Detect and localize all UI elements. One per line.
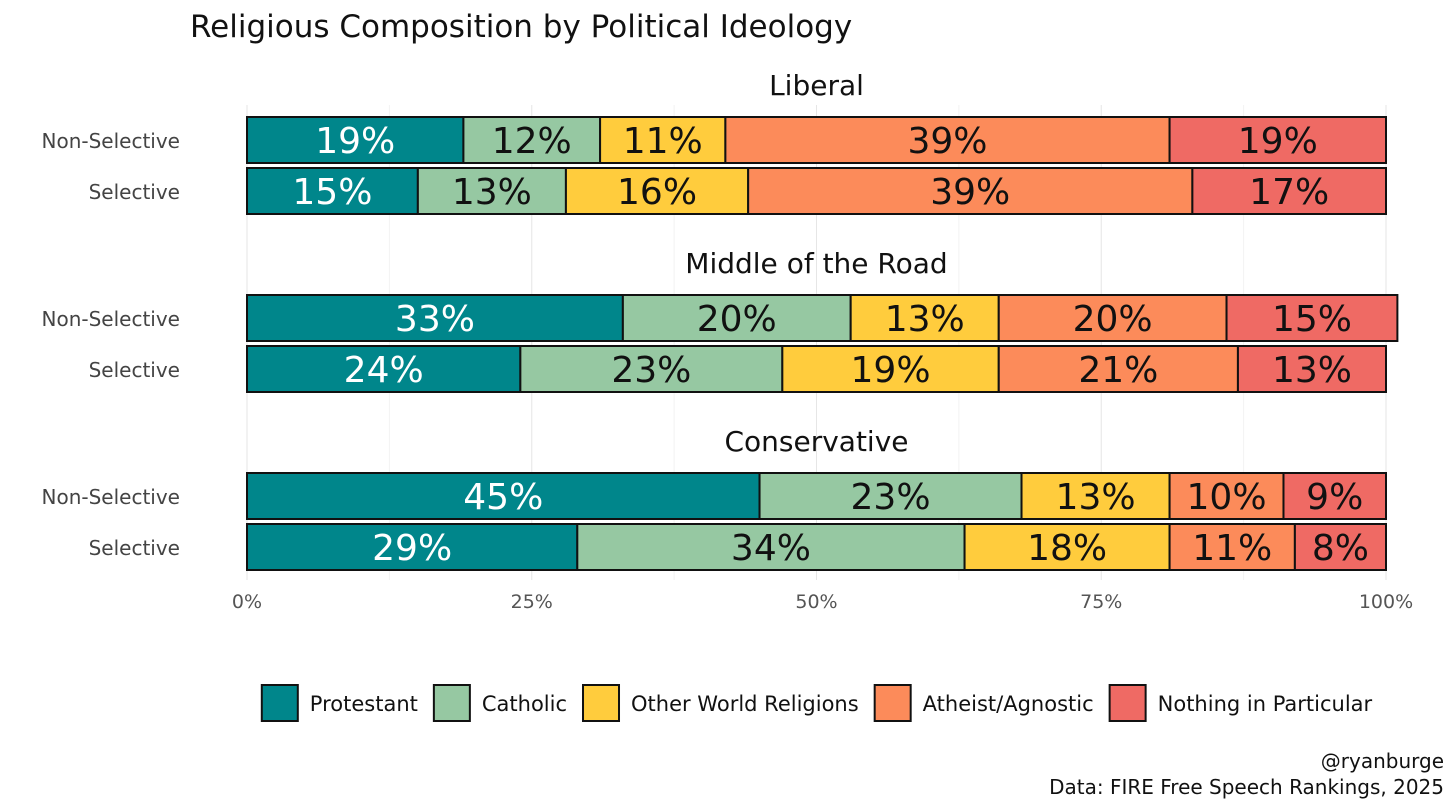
facet-middle-of-the-road: Middle of the Road Non-Selective 33% 20% 13%…	[42, 247, 1399, 393]
legend-label: Catholic	[482, 692, 567, 716]
legend-swatch	[873, 684, 912, 722]
data-label: 19%	[1238, 121, 1318, 162]
row-label: Non-Selective	[42, 129, 181, 153]
data-label: 23%	[611, 350, 691, 391]
bar-segment-catholic	[416, 167, 567, 215]
data-label: 11%	[1192, 528, 1272, 569]
x-tick-label: 75%	[1080, 591, 1122, 613]
bar-segment-atheist-agnostic	[724, 116, 1171, 164]
x-axis: 0% 25% 50% 75% 100%	[232, 591, 1413, 613]
data-label: 11%	[623, 121, 703, 162]
data-label: 23%	[851, 477, 931, 518]
data-label: 13%	[885, 299, 965, 340]
bar-segment-protestant	[246, 523, 579, 571]
bar-segment-protestant	[246, 472, 761, 520]
legend-item-protestant: Protestant	[260, 684, 418, 722]
caption-author: @ryanburge	[1321, 749, 1444, 773]
chart-title: Religious Composition by Political Ideol…	[190, 9, 852, 45]
x-tick-label: 50%	[795, 591, 837, 613]
facets: Liberal Non-Selective 19% 12% 11% 39% 19% Selec…	[42, 69, 1399, 571]
legend-label: Other World Religions	[631, 692, 859, 716]
bar-segment-nothing-in-particular	[1225, 294, 1399, 342]
data-label: 20%	[697, 299, 777, 340]
facet-label: Liberal	[769, 69, 864, 102]
data-label: 10%	[1187, 477, 1267, 518]
data-label: 8%	[1312, 528, 1369, 569]
legend-swatch	[582, 684, 621, 722]
bar-segment-catholic	[462, 116, 602, 164]
row-label: Selective	[89, 180, 180, 204]
bar-segment-other-world-religions	[599, 116, 727, 164]
data-label: 17%	[1249, 172, 1329, 213]
legend-swatch	[432, 684, 471, 722]
bar-segment-catholic	[576, 523, 966, 571]
facet-liberal: Liberal Non-Selective 19% 12% 11% 39% 19% Selec…	[42, 69, 1387, 215]
data-label: 13%	[452, 172, 532, 213]
bar-segment-atheist-agnostic	[997, 345, 1239, 393]
data-label: 34%	[731, 528, 811, 569]
data-label: 15%	[1272, 299, 1352, 340]
x-tick-label: 100%	[1359, 591, 1413, 613]
bar-segment-catholic	[519, 345, 784, 393]
bar-segment-nothing-in-particular	[1293, 523, 1388, 571]
bar-segment-other-world-religions	[1020, 472, 1171, 520]
row-label: Non-Selective	[42, 485, 181, 509]
bar-segment-protestant	[246, 294, 624, 342]
bar-segment-other-world-religions	[849, 294, 1000, 342]
bar-segment-nothing-in-particular	[1282, 472, 1387, 520]
bar-segment-atheist-agnostic	[1168, 472, 1285, 520]
legend-label: Nothing in Particular	[1158, 692, 1373, 716]
data-label: 15%	[292, 172, 372, 213]
bar-segment-nothing-in-particular	[1168, 116, 1387, 164]
bar-segment-catholic	[758, 472, 1023, 520]
caption-source: Data: FIRE Free Speech Rankings, 2025	[1049, 775, 1444, 799]
data-label: 18%	[1027, 528, 1107, 569]
data-label: 29%	[372, 528, 452, 569]
facet-label: Middle of the Road	[685, 247, 947, 280]
data-label: 13%	[1056, 477, 1136, 518]
row-label: Non-Selective	[42, 307, 181, 331]
data-label: 13%	[1272, 350, 1352, 391]
data-label: 45%	[463, 477, 543, 518]
bar-segment-atheist-agnostic	[747, 167, 1194, 215]
bar-segment-protestant	[246, 345, 522, 393]
facet-label: Conservative	[724, 425, 908, 458]
data-label: 39%	[907, 121, 987, 162]
legend-swatch	[1108, 684, 1147, 722]
bar-segment-nothing-in-particular	[1236, 345, 1388, 393]
legend-swatch	[260, 684, 299, 722]
data-label: 16%	[617, 172, 697, 213]
legend-item-catholic: Catholic	[432, 684, 567, 722]
data-label: 19%	[315, 121, 395, 162]
facet-conservative: Conservative Non-Selective 45% 23% 13% 10% 9% S…	[42, 425, 1388, 571]
legend-item-nothing-in-particular: Nothing in Particular	[1108, 684, 1373, 722]
legend-item-atheist-agnostic: Atheist/Agnostic	[873, 684, 1094, 722]
data-label: 24%	[344, 350, 424, 391]
bar-segment-other-world-religions	[963, 523, 1171, 571]
row-label: Selective	[89, 358, 180, 382]
legend-item-other-world-religions: Other World Religions	[582, 684, 859, 722]
bar-segment-protestant	[246, 167, 419, 215]
data-label: 20%	[1073, 299, 1153, 340]
legend: Protestant Catholic Other World Religions A…	[260, 684, 1373, 722]
x-tick-label: 25%	[511, 591, 553, 613]
legend-label: Protestant	[310, 692, 418, 716]
data-label: 19%	[851, 350, 931, 391]
data-label: 33%	[395, 299, 475, 340]
data-label: 9%	[1306, 477, 1363, 518]
legend-label: Atheist/Agnostic	[923, 692, 1094, 716]
data-label: 39%	[930, 172, 1010, 213]
bar-segment-nothing-in-particular	[1191, 167, 1387, 215]
row-label: Selective	[89, 536, 180, 560]
data-label: 21%	[1078, 350, 1158, 391]
data-label: 12%	[492, 121, 572, 162]
x-tick-label: 0%	[232, 591, 262, 613]
bar-segment-other-world-religions	[781, 345, 1000, 393]
